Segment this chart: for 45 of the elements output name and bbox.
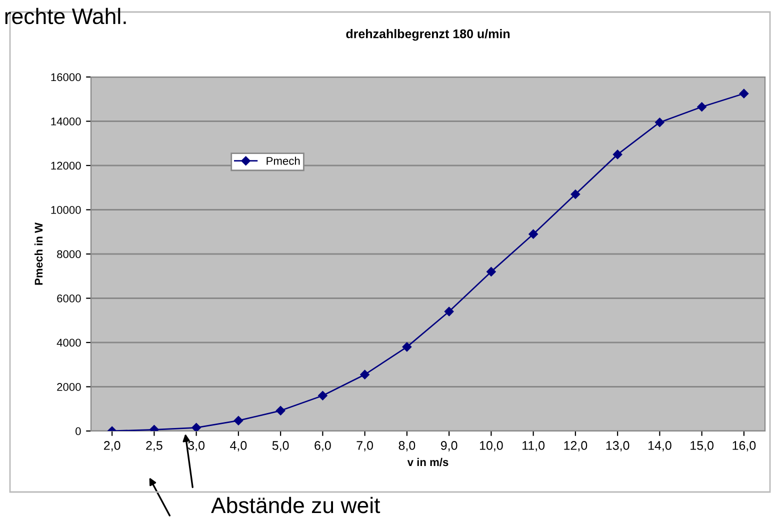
y-tick-label: 0 [76, 427, 81, 436]
x-tick-label: 4,0 [230, 441, 247, 452]
point [360, 370, 370, 380]
point [234, 416, 244, 426]
x-tick-label: 16,0 [732, 441, 756, 452]
point [444, 306, 454, 316]
x-tick-label: 14,0 [648, 441, 672, 452]
point [655, 118, 664, 127]
x-tick-label: 11,0 [522, 441, 545, 452]
x-tick-label: 5,0 [272, 441, 289, 452]
x-tick-label: 13,0 [606, 441, 630, 452]
text: rechte Wahl. [5, 8, 126, 24]
x-tick-label: 15,0 [690, 441, 714, 452]
x-tick-label: 10,0 [480, 441, 503, 452]
x-tick-label: 2,0 [104, 441, 120, 452]
y-tick-label: 4000 [56, 338, 81, 347]
point [192, 423, 201, 431]
y-tick-label: 10000 [51, 206, 81, 214]
x-tick-label: 9,0 [440, 441, 458, 452]
point [612, 150, 622, 160]
point [276, 406, 286, 416]
point [402, 342, 412, 352]
y-tick-label: 12000 [51, 162, 81, 170]
point [318, 390, 328, 400]
chart-title: drehzahlbegrenzt 180 u/min [346, 29, 510, 41]
point [697, 102, 706, 112]
x-tick-label: 8,0 [398, 441, 416, 452]
y-tick-label: 14000 [51, 118, 81, 126]
x-tick-label: 6,0 [314, 441, 331, 452]
x-tick-label: 3,0 [188, 441, 205, 452]
y-tick-label: 6000 [57, 294, 81, 302]
point [528, 229, 538, 239]
y-tick-label: 16000 [51, 73, 81, 82]
text: Abstände zu weit [211, 496, 380, 514]
x-axis-title: v in m/s [407, 458, 448, 466]
point [739, 88, 749, 98]
point [570, 190, 580, 199]
y-axis-title: Pmech in W [34, 222, 43, 285]
point [486, 267, 496, 276]
x-tick-label: 12,0 [564, 441, 588, 452]
x-tick-label: 7,0 [356, 441, 374, 452]
y-tick-label: 8000 [57, 250, 81, 258]
y-tick-label: 2000 [57, 383, 81, 391]
legend-label: Pmech [266, 156, 300, 165]
x-tick-label: 2,5 [146, 441, 162, 452]
